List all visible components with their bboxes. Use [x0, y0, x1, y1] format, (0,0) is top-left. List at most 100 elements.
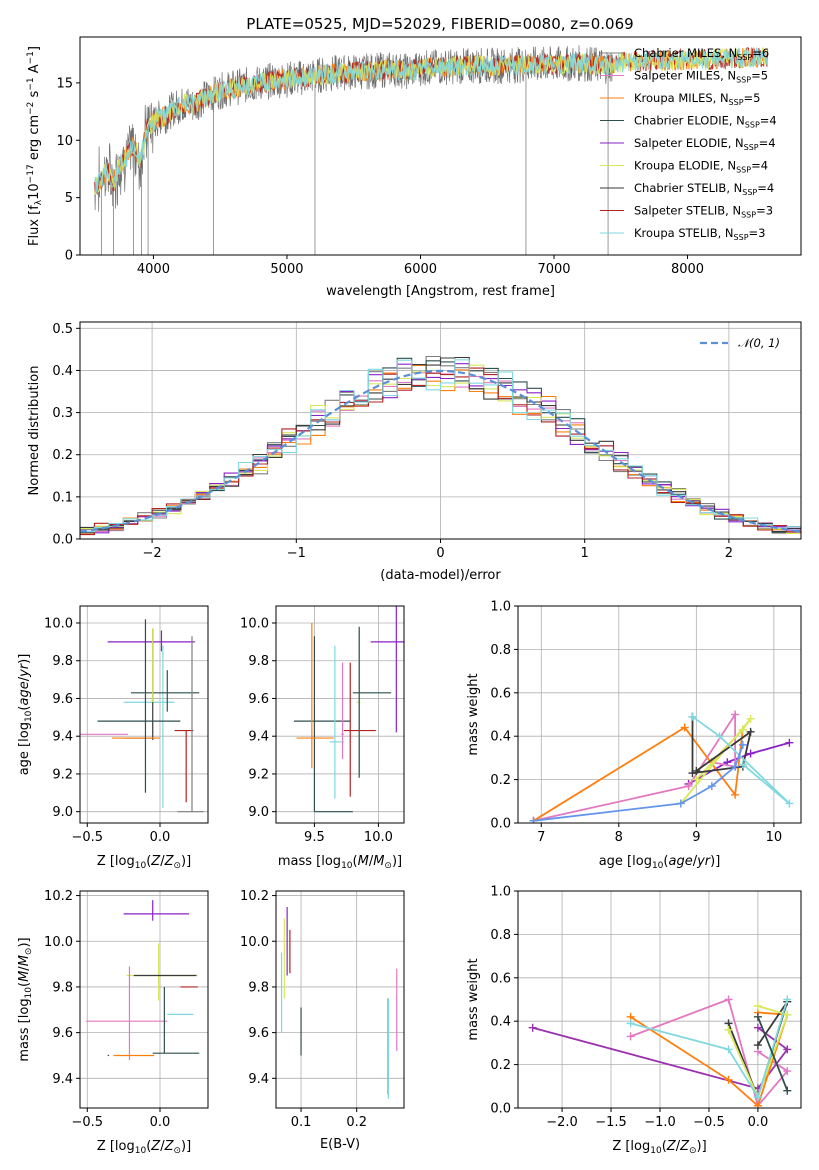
y-tick-label: 0.0: [52, 533, 73, 548]
y-axis-label: age [log10(age/yr)]: [17, 654, 34, 776]
x-tick-label: 0.2: [346, 1115, 367, 1130]
y-tick-label: 9.6: [52, 1026, 73, 1041]
error-bar-point: [370, 606, 404, 733]
y-axis-label: Flux [fλ10−17 erg cm−2 s−1 A−1]: [26, 46, 44, 246]
error-bar-point: [123, 900, 190, 921]
mass-weight-marker: [746, 714, 755, 723]
x-axis-label: wavelength [Angstrom, rest frame]: [326, 284, 555, 299]
mass-weight-marker: [626, 1032, 635, 1041]
panel-mass_weight_vs_age: 7 8 9 10 0.0 0.2 0.4 0.6 0.8 1.0 age [log10(age/yr…: [466, 600, 802, 871]
mass-weight-marker: [528, 1023, 537, 1032]
mass-weight-marker: [753, 1002, 762, 1011]
mass-weight-marker: [753, 1012, 762, 1021]
y-axis-label: mass weight: [466, 958, 481, 1040]
plot-area: [94, 45, 769, 255]
mass-weight-marker: [783, 1086, 792, 1095]
x-tick-label: −0.5: [693, 1115, 725, 1130]
y-tick-label: 9.8: [248, 654, 269, 669]
error-bar-point: [107, 630, 195, 652]
mass-weight-line: [680, 718, 752, 805]
mass-weight-marker: [626, 1019, 635, 1028]
mass-weight-marker: [731, 710, 740, 719]
x-tick-label: 10.0: [364, 830, 393, 845]
axes-frame: [517, 890, 802, 1109]
panel-mass_vs_Z: −0.5 0.0 9.4 9.6 9.8 10.0 10.2 Z [log10(Z/Z⊙)] m…: [17, 889, 209, 1156]
x-tick-label: −2.0: [546, 1115, 578, 1130]
error-bar-point: [352, 626, 392, 778]
error-bar-point: [126, 943, 198, 1001]
plot-area: [80, 619, 204, 813]
error-bar-point: [151, 628, 155, 703]
error-bar-point: [123, 628, 155, 740]
model-spectrum: [94, 47, 769, 194]
y-tick-label: 0.3: [52, 406, 73, 421]
plot-area: [293, 606, 404, 813]
mass-weight-marker: [753, 1101, 762, 1108]
legend-label: Chabrier STELIB, NSSP=4: [634, 181, 774, 197]
model-spectrum: [94, 47, 769, 193]
error-bar-point: [341, 662, 344, 759]
y-tick-label: 0.4: [490, 730, 511, 745]
plot-area: [85, 900, 200, 1061]
mass-weight-marker: [724, 995, 733, 1004]
mass-weight-marker: [746, 749, 755, 758]
y-tick-label: 9.8: [52, 980, 73, 995]
x-axis-label: age [log10(age/yr)]: [599, 854, 721, 871]
histogram-step: [80, 367, 801, 536]
y-tick-label: 9.4: [248, 1072, 269, 1087]
y-tick-label: 9.8: [52, 654, 73, 669]
y-tick-label: 0.6: [490, 686, 511, 701]
y-tick-label: 9.0: [52, 805, 73, 820]
y-tick-label: 9.4: [52, 730, 73, 745]
x-tick-label: −0.5: [71, 1115, 103, 1130]
panel-age_vs_Z: −0.5 0.0 9.0 9.2 9.4 9.6 9.8 10.0 Z [log10(Z/Z⊙)…: [17, 605, 209, 871]
y-tick-label: 0.5: [52, 322, 73, 337]
error-bar-point: [343, 662, 376, 797]
y-tick-label: 0.6: [490, 971, 511, 986]
legend-label: Salpeter STELIB, NSSP=3: [634, 204, 773, 220]
y-tick-label: 0.0: [490, 1102, 511, 1117]
y-axis-label: mass weight: [466, 673, 481, 755]
error-bar-point: [177, 636, 204, 813]
mass-weight-marker: [676, 799, 685, 808]
plot-area: [529, 710, 794, 823]
legend-label: Kroupa STELIB, NSSP=3: [634, 226, 765, 242]
error-bar-point: [123, 645, 175, 808]
mass-weight-marker: [731, 790, 740, 799]
x-axis-label: E(B-V): [320, 1137, 360, 1152]
error-bar-point: [313, 636, 353, 813]
x-tick-label: −1: [287, 546, 306, 561]
y-tick-label: 0.8: [490, 643, 511, 658]
y-tick-label: 0.4: [490, 1015, 511, 1030]
mass-weight-marker: [724, 1045, 733, 1054]
y-tick-label: 10: [56, 134, 73, 149]
mass-weight-marker: [684, 782, 693, 791]
y-tick-label: 10.0: [240, 935, 269, 950]
mass-weight-marker: [724, 1025, 733, 1034]
x-tick-label: 9: [692, 830, 700, 845]
legend-label: 𝒩(0, 1): [738, 336, 780, 350]
y-tick-label: 0.2: [490, 773, 511, 788]
mass-weight-marker: [783, 1067, 792, 1076]
figure-title: PLATE=0525, MJD=52029, FIBERID=0080, z=0…: [246, 15, 633, 33]
error-bar-point: [174, 729, 194, 803]
mass-weight-marker: [753, 1041, 762, 1050]
error-bar-point: [329, 645, 344, 799]
x-tick-label: −1.5: [595, 1115, 627, 1130]
y-tick-label: 9.6: [248, 1026, 269, 1041]
mass-weight-marker: [680, 723, 689, 732]
plot-area: [528, 995, 792, 1108]
error-bar-point: [356, 630, 361, 774]
y-tick-label: 5: [65, 191, 73, 206]
x-tick-label: 0: [436, 546, 444, 561]
axes-frame: [275, 890, 405, 1109]
mass-weight-marker: [783, 995, 792, 1004]
y-tick-label: 10.0: [44, 935, 73, 950]
x-tick-label: 0.0: [150, 830, 171, 845]
y-tick-label: 9.4: [248, 730, 269, 745]
mass-weight-marker: [731, 762, 740, 771]
mass-weight-marker: [783, 1045, 792, 1054]
axes-frame: [79, 605, 209, 824]
mass-weight-marker: [785, 799, 794, 808]
